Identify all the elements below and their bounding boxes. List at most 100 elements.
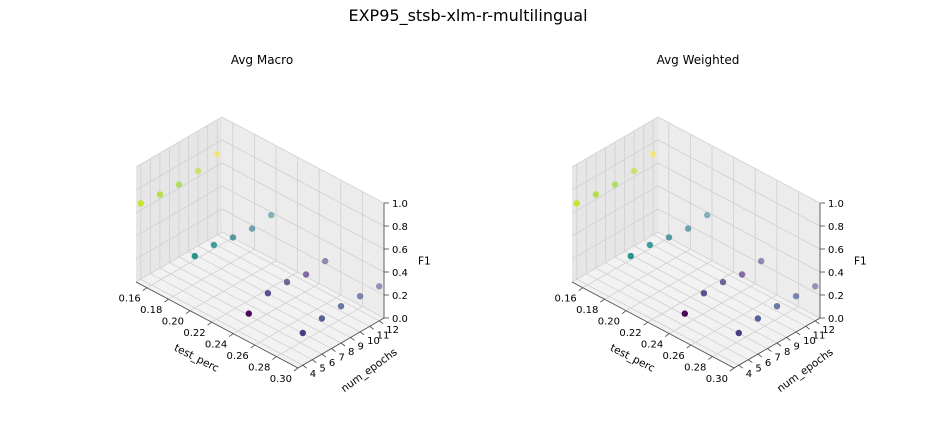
scatter-point (229, 234, 237, 241)
tick-mark (805, 326, 810, 330)
scatter-point (573, 200, 580, 207)
scatter-point (646, 241, 654, 249)
y-tick-label: 8 (784, 347, 790, 358)
scatter-point (248, 225, 256, 232)
scatter-point (738, 271, 746, 278)
grid-line (571, 208, 659, 260)
tick-mark (767, 348, 772, 352)
tick-mark (686, 344, 692, 349)
z-tick-label: 0.8 (828, 222, 844, 233)
x-tick-label: 0.26 (663, 351, 685, 362)
scatter-point (156, 191, 164, 198)
z-tick-label: 0.8 (392, 222, 408, 233)
x-tick-label: 0.30 (270, 374, 292, 385)
tick-mark (350, 337, 355, 341)
tick-mark (664, 333, 670, 337)
grid-line (571, 139, 659, 191)
tick-mark (738, 364, 744, 369)
tick-mark (369, 326, 374, 330)
subplot-title: Avg Macro (231, 53, 293, 67)
y-tick-label: 5 (755, 364, 761, 375)
grid-line (197, 245, 361, 333)
grid-line (135, 116, 223, 168)
tick-mark (643, 321, 648, 326)
scatter-point (704, 211, 711, 219)
z-tick-label: 1.0 (392, 199, 408, 210)
x-tick-label: 0.16 (119, 294, 141, 305)
y-tick-label: 9 (358, 341, 364, 352)
tick-mark (164, 298, 169, 303)
x-axis-line (571, 281, 735, 369)
grid-line (657, 208, 821, 296)
tick-mark (757, 353, 763, 358)
tick-mark (207, 321, 212, 326)
scatter-point (318, 315, 326, 322)
tick-mark (795, 331, 801, 336)
tick-mark (250, 344, 256, 349)
x-tick-label: 0.28 (684, 363, 706, 374)
grid-line (221, 185, 385, 273)
scatter-point (630, 167, 638, 175)
scatter-point (356, 293, 364, 300)
scatter-point (792, 293, 800, 300)
grid-line (576, 278, 739, 366)
z-tick-label: 0.4 (828, 268, 844, 279)
figure-suptitle: EXP95_stsb-xlm-r-multilingual (348, 6, 587, 26)
scatter-point (627, 252, 634, 260)
tick-mark (708, 356, 713, 360)
scatter-point (719, 278, 727, 286)
scatter-point (337, 303, 345, 310)
x-tick-label: 0.24 (205, 340, 227, 351)
y-tick-label: 10 (367, 336, 380, 347)
z-tick-label: 0.2 (392, 291, 408, 302)
grid-line (571, 116, 659, 168)
tick-mark (578, 287, 584, 292)
tick-mark (378, 320, 384, 325)
y-tick-label: 12 (822, 325, 835, 336)
x-tick-label: 0.24 (641, 340, 663, 351)
grid-line (135, 208, 223, 260)
y-tick-label: 11 (813, 330, 826, 341)
pane-back (658, 117, 820, 318)
y-tick-label: 6 (329, 358, 335, 369)
scatter-point (812, 283, 819, 290)
tick-mark (359, 331, 365, 336)
grid-line (657, 162, 821, 250)
grid-line (135, 139, 223, 191)
grid-line (633, 245, 797, 333)
tick-mark (142, 287, 148, 292)
pane-back (222, 117, 384, 318)
tick-mark (748, 359, 753, 363)
z-tick-label: 0.6 (828, 245, 844, 256)
grid-line (571, 231, 659, 283)
scatter-point (175, 181, 183, 188)
scatter-point (264, 290, 272, 297)
x-tick-label: 0.20 (162, 317, 184, 328)
grid-line (657, 139, 821, 227)
z-tick-label: 0.0 (828, 314, 844, 325)
grid-line (221, 139, 385, 227)
scatter-point (214, 151, 221, 158)
grid-line (221, 116, 385, 204)
scatter-point (283, 278, 291, 286)
y-tick-label: 8 (348, 347, 354, 358)
z-tick-label: 0.4 (392, 268, 408, 279)
scatter-point (376, 283, 383, 290)
tick-mark (321, 353, 327, 358)
tick-mark (786, 337, 791, 341)
subplot-title: Avg Weighted (657, 53, 740, 67)
grid-line (614, 256, 778, 344)
y-tick-label: 10 (803, 336, 816, 347)
grid-line (178, 256, 342, 344)
grid-line (653, 234, 816, 322)
grid-line (595, 267, 759, 355)
tick-mark (228, 333, 234, 337)
scatter-point (137, 200, 144, 207)
scatter-point (735, 329, 742, 337)
subplot-avg-weighted: 0.160.180.200.220.240.260.280.30 45678910… (555, 53, 867, 395)
z-axis-label: F1 (854, 256, 867, 268)
x-tick-label: 0.20 (598, 317, 620, 328)
scatter-point (268, 211, 275, 219)
grid-line (571, 185, 659, 237)
